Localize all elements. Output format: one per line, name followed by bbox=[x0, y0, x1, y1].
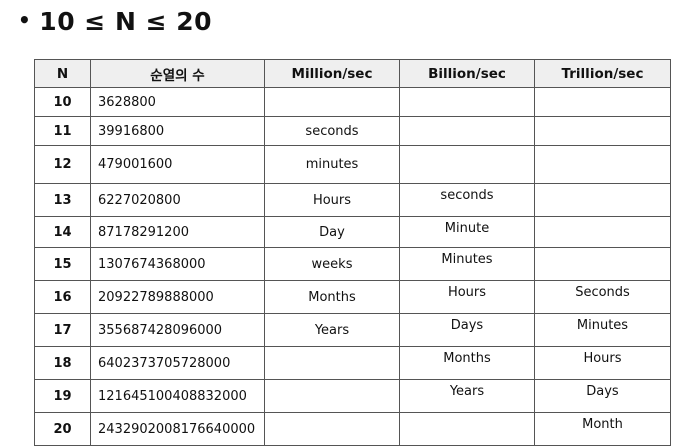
cell-million: Months bbox=[264, 280, 400, 314]
cell-trillion bbox=[534, 145, 671, 184]
table-row: 14 87178291200 Day Minute bbox=[34, 216, 671, 248]
cell-billion bbox=[399, 145, 535, 184]
cell-permutations: 3628800 bbox=[90, 87, 265, 117]
cell-trillion: Seconds bbox=[534, 280, 671, 314]
cell-permutations: 20922789888000 bbox=[90, 280, 265, 314]
cell-million: Years bbox=[264, 313, 400, 347]
cell-n: 19 bbox=[34, 379, 91, 413]
cell-billion: Minutes bbox=[399, 247, 535, 281]
cell-million: Hours bbox=[264, 183, 400, 217]
cell-trillion: Days bbox=[534, 379, 671, 413]
cell-billion: seconds bbox=[399, 183, 535, 217]
header-billion-per-sec: Billion/sec bbox=[399, 59, 535, 88]
cell-n: 16 bbox=[34, 280, 91, 314]
cell-trillion bbox=[534, 216, 671, 248]
table-row: 16 20922789888000 Months Hours Seconds bbox=[34, 280, 671, 314]
table-row: 20 2432902008176640000 Month bbox=[34, 412, 671, 446]
header-million-per-sec: Million/sec bbox=[264, 59, 400, 88]
header-n: N bbox=[34, 59, 91, 88]
table-row: 19 121645100408832000 Years Days bbox=[34, 379, 671, 413]
cell-n: 14 bbox=[34, 216, 91, 248]
cell-billion: Years bbox=[399, 379, 535, 413]
cell-billion: Days bbox=[399, 313, 535, 347]
header-trillion-per-sec: Trillion/sec bbox=[534, 59, 671, 88]
table-row: 13 6227020800 Hours seconds bbox=[34, 183, 671, 217]
cell-billion bbox=[399, 412, 535, 446]
table-header-row: N 순열의 수 Million/sec Billion/sec Trillion… bbox=[34, 59, 671, 88]
cell-permutations: 355687428096000 bbox=[90, 313, 265, 347]
heading-text: 10 ≤ N ≤ 20 bbox=[39, 6, 213, 36]
table-row: 10 3628800 bbox=[34, 87, 671, 117]
cell-million bbox=[264, 379, 400, 413]
cell-permutations: 121645100408832000 bbox=[90, 379, 265, 413]
cell-n: 20 bbox=[34, 412, 91, 446]
table-row: 11 39916800 seconds bbox=[34, 116, 671, 146]
table-row: 15 1307674368000 weeks Minutes bbox=[34, 247, 671, 281]
cell-permutations: 1307674368000 bbox=[90, 247, 265, 281]
cell-trillion: Month bbox=[534, 412, 671, 446]
cell-million: Day bbox=[264, 216, 400, 248]
cell-billion: Minute bbox=[399, 216, 535, 248]
cell-million: weeks bbox=[264, 247, 400, 281]
cell-permutations: 87178291200 bbox=[90, 216, 265, 248]
cell-n: 11 bbox=[34, 116, 91, 146]
cell-permutations: 39916800 bbox=[90, 116, 265, 146]
cell-permutations: 479001600 bbox=[90, 145, 265, 184]
cell-million bbox=[264, 87, 400, 117]
table-row: 18 6402373705728000 Months Hours bbox=[34, 346, 671, 380]
table-row: 12 479001600 minutes bbox=[34, 145, 671, 184]
cell-trillion bbox=[534, 116, 671, 146]
cell-trillion bbox=[534, 183, 671, 217]
cell-million: minutes bbox=[264, 145, 400, 184]
cell-billion bbox=[399, 87, 535, 117]
cell-trillion bbox=[534, 247, 671, 281]
bullet-icon: • bbox=[18, 8, 32, 32]
cell-n: 13 bbox=[34, 183, 91, 217]
cell-n: 12 bbox=[34, 145, 91, 184]
cell-trillion bbox=[534, 87, 671, 117]
slide-heading: • 10 ≤ N ≤ 20 bbox=[18, 4, 212, 38]
permutation-time-table: N 순열의 수 Million/sec Billion/sec Trillion… bbox=[34, 59, 671, 446]
cell-million bbox=[264, 346, 400, 380]
cell-n: 15 bbox=[34, 247, 91, 281]
cell-million bbox=[264, 412, 400, 446]
cell-billion bbox=[399, 116, 535, 146]
cell-n: 18 bbox=[34, 346, 91, 380]
cell-n: 17 bbox=[34, 313, 91, 347]
cell-permutations: 2432902008176640000 bbox=[90, 412, 265, 446]
cell-billion: Months bbox=[399, 346, 535, 380]
cell-n: 10 bbox=[34, 87, 91, 117]
cell-million: seconds bbox=[264, 116, 400, 146]
cell-permutations: 6227020800 bbox=[90, 183, 265, 217]
cell-trillion: Hours bbox=[534, 346, 671, 380]
cell-permutations: 6402373705728000 bbox=[90, 346, 265, 380]
table-row: 17 355687428096000 Years Days Minutes bbox=[34, 313, 671, 347]
cell-billion: Hours bbox=[399, 280, 535, 314]
header-permutation-count: 순열의 수 bbox=[90, 59, 265, 88]
cell-trillion: Minutes bbox=[534, 313, 671, 347]
